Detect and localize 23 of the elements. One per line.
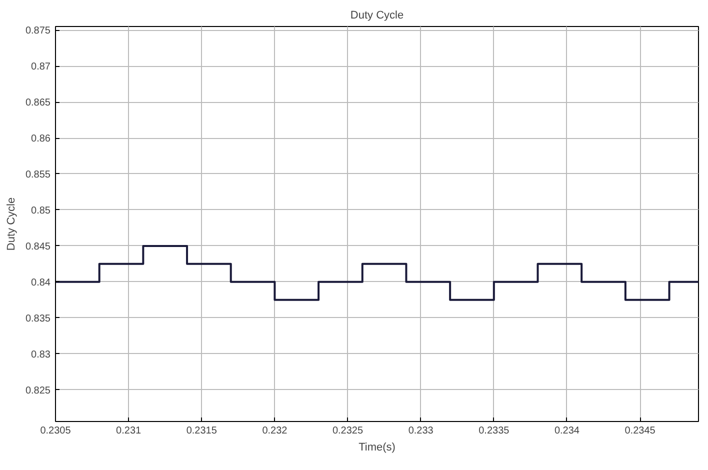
x-tick-label: 0.2325 — [332, 426, 364, 436]
x-tick-label: 0.2315 — [186, 426, 218, 436]
y-tick-label: 0.83 — [31, 349, 51, 360]
x-tick-label: 0.233 — [408, 426, 434, 436]
y-tick-label: 0.875 — [25, 26, 51, 37]
x-tick-label: 0.231 — [116, 426, 142, 436]
y-tick-label: 0.825 — [25, 385, 51, 396]
y-tick-label: 0.84 — [31, 277, 51, 288]
y-tick-label: 0.86 — [31, 134, 51, 145]
y-axis-title: Duty Cycle — [5, 197, 18, 251]
x-tick-label: 0.234 — [554, 426, 580, 436]
y-tick-label: 0.855 — [25, 169, 51, 180]
chart-title: Duty Cycle — [350, 10, 404, 22]
y-tick-label: 0.835 — [25, 313, 51, 324]
y-tick-label: 0.85 — [31, 205, 51, 216]
x-tick-label: 0.2305 — [40, 426, 72, 436]
y-tick-label: 0.87 — [31, 62, 51, 73]
x-tick-label: 0.2335 — [478, 426, 510, 436]
x-axis-title: Time(s) — [358, 442, 396, 454]
x-tick-label: 0.2345 — [624, 426, 656, 436]
x-tick-label: 0.232 — [262, 426, 288, 436]
y-tick-label: 0.845 — [25, 241, 51, 252]
y-tick-label: 0.865 — [25, 98, 51, 109]
